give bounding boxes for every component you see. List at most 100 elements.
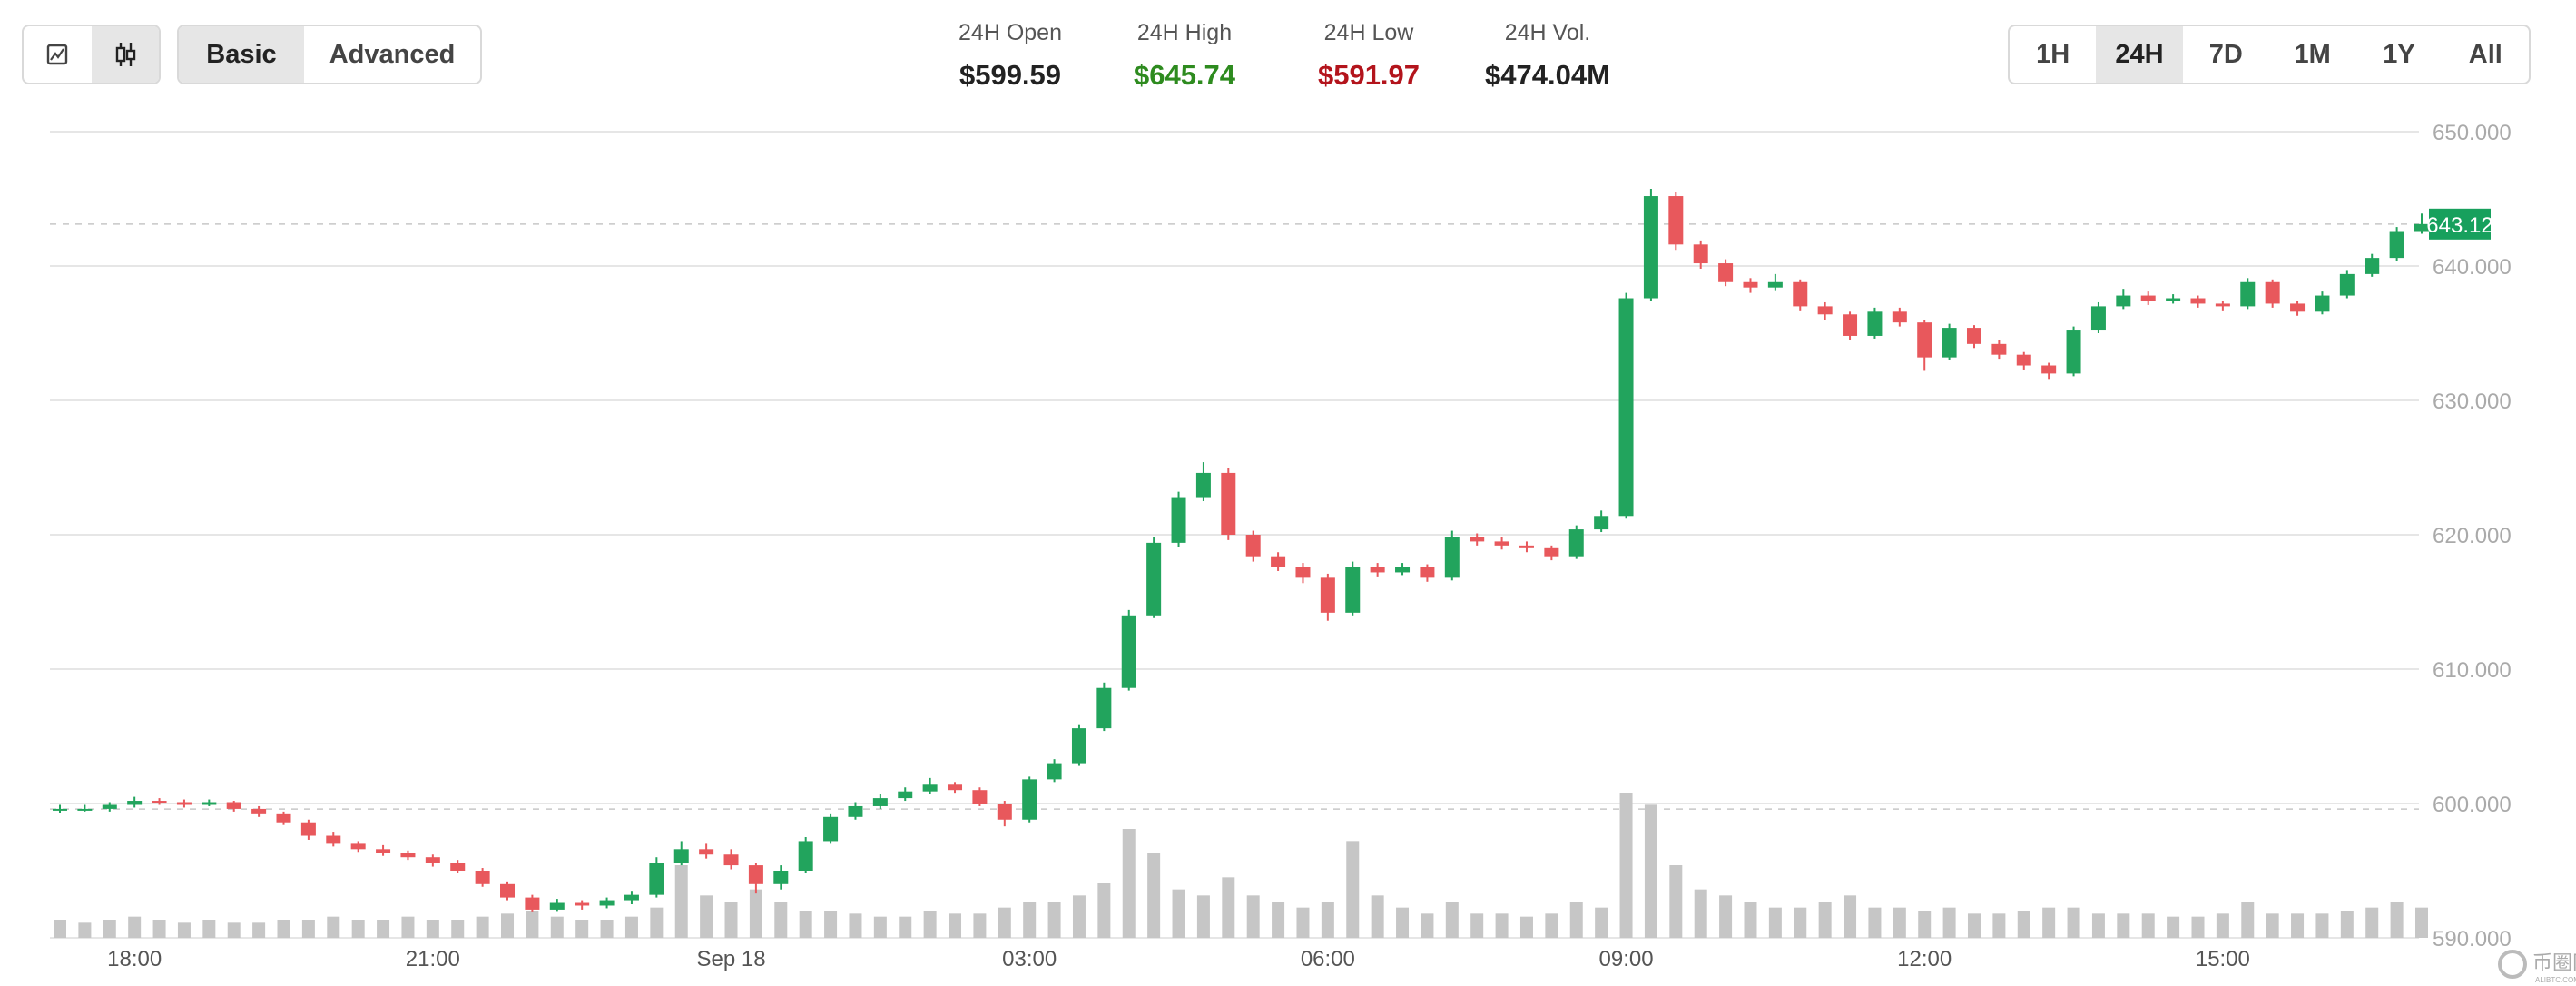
- line-chart-button[interactable]: [24, 26, 92, 83]
- stat-label: 24H Vol.: [1504, 20, 1591, 45]
- candle-body: [2041, 365, 2057, 374]
- candle-body: [425, 857, 440, 863]
- candle-body: [1668, 196, 1684, 245]
- candle-body: [997, 804, 1012, 820]
- candle-body: [1892, 311, 1907, 323]
- volume-bar: [152, 920, 166, 938]
- volume-bar: [1545, 913, 1558, 938]
- candle-body: [1221, 472, 1236, 535]
- volume-bar: [1768, 907, 1782, 938]
- candlestick-button[interactable]: [91, 26, 159, 83]
- candle-up: [1594, 510, 1609, 533]
- candle-up: [1444, 530, 1460, 581]
- candle-body: [2116, 295, 2131, 307]
- volume-bar: [54, 920, 66, 938]
- range-1h[interactable]: 1H: [2036, 39, 2070, 69]
- volume-bar: [2266, 913, 2279, 938]
- candle-down: [2190, 295, 2206, 308]
- x-tick-label: 03:00: [1002, 947, 1057, 971]
- volume-bar: [1719, 895, 1733, 938]
- range-1y[interactable]: 1Y: [2383, 39, 2415, 69]
- candle-up: [1096, 682, 1112, 732]
- candle-body: [1345, 567, 1361, 613]
- candle-body: [1991, 343, 2007, 355]
- candle-up: [823, 813, 839, 844]
- candle-up: [649, 857, 664, 898]
- candle-down: [525, 894, 540, 912]
- candle-up: [798, 837, 813, 873]
- candle-up: [1146, 537, 1162, 618]
- candle-down: [1892, 307, 1907, 327]
- candle-body: [748, 865, 763, 884]
- candle-body: [1047, 763, 1062, 780]
- volume-bar: [749, 889, 762, 938]
- volume-bar: [177, 922, 191, 938]
- candle-down: [300, 819, 316, 840]
- candle-body: [1966, 328, 1981, 344]
- candle-body: [1494, 541, 1509, 546]
- candle-up: [1345, 561, 1361, 616]
- candle-down: [425, 854, 440, 867]
- volume-bar: [451, 920, 465, 938]
- volume-bar: [1818, 902, 1832, 938]
- range-24h[interactable]: 24H: [2096, 26, 2183, 83]
- volume-bar: [674, 865, 688, 938]
- y-tick-label: 610.000: [2433, 658, 2512, 683]
- advanced-button[interactable]: Advanced: [329, 39, 456, 69]
- candle-up: [2414, 213, 2429, 234]
- volume-bar: [1097, 883, 1111, 938]
- candle-body: [1693, 244, 1708, 264]
- candle-body: [1271, 556, 1286, 567]
- candle-down: [1519, 541, 1534, 553]
- candle-body: [624, 894, 639, 901]
- watermark-text: 币圈网: [2532, 952, 2576, 975]
- candle-body: [326, 835, 341, 844]
- mode-toggle: Basic Advanced: [177, 25, 482, 84]
- volume-bar: [824, 911, 838, 938]
- range-7d[interactable]: 7D: [2208, 39, 2243, 69]
- range-all[interactable]: All: [2468, 39, 2502, 69]
- volume-bar: [2291, 913, 2305, 938]
- range-1m[interactable]: 1M: [2294, 39, 2331, 69]
- candle-body: [1195, 472, 1211, 498]
- volume-bar: [1495, 913, 1509, 938]
- candle-body: [1843, 314, 1858, 336]
- volume-bar: [1321, 902, 1334, 938]
- volume-bar: [724, 902, 738, 938]
- volume-bar: [575, 920, 589, 938]
- candle-up: [1195, 462, 1211, 501]
- candle-body: [350, 843, 366, 850]
- candle-body: [848, 805, 863, 817]
- candle-down: [376, 844, 391, 856]
- candle-body: [699, 849, 714, 855]
- candle-down: [350, 841, 366, 853]
- volume-bar: [526, 911, 539, 938]
- candle-body: [1942, 328, 1957, 358]
- candle-up: [2339, 270, 2355, 299]
- candle-down: [1271, 552, 1286, 571]
- volume-bar: [1744, 902, 1757, 938]
- stat-value: $591.97: [1317, 59, 1421, 91]
- candle-body: [1643, 196, 1658, 299]
- candle-up: [1618, 292, 1634, 519]
- volume-bar: [1222, 877, 1235, 938]
- candle-down: [699, 843, 714, 859]
- candle-body: [1519, 545, 1534, 548]
- candle-up: [2090, 301, 2106, 333]
- stat-24h-volume: 24H Vol. $474.04M: [1457, 20, 1638, 92]
- candle-body: [500, 883, 516, 898]
- volume-bar: [1868, 907, 1882, 938]
- volume-bar: [1595, 907, 1608, 938]
- candle-up: [1121, 609, 1136, 691]
- volume-bar: [550, 916, 564, 938]
- candle-body: [1718, 263, 1734, 282]
- basic-button[interactable]: Basic: [179, 26, 304, 83]
- candle-down: [1320, 573, 1335, 621]
- candle-up: [673, 841, 689, 866]
- candle-up: [1942, 323, 1957, 360]
- candle-body: [723, 854, 739, 866]
- candle-body: [1618, 298, 1634, 517]
- volume-bar: [351, 920, 365, 938]
- volume-bar: [1023, 902, 1037, 938]
